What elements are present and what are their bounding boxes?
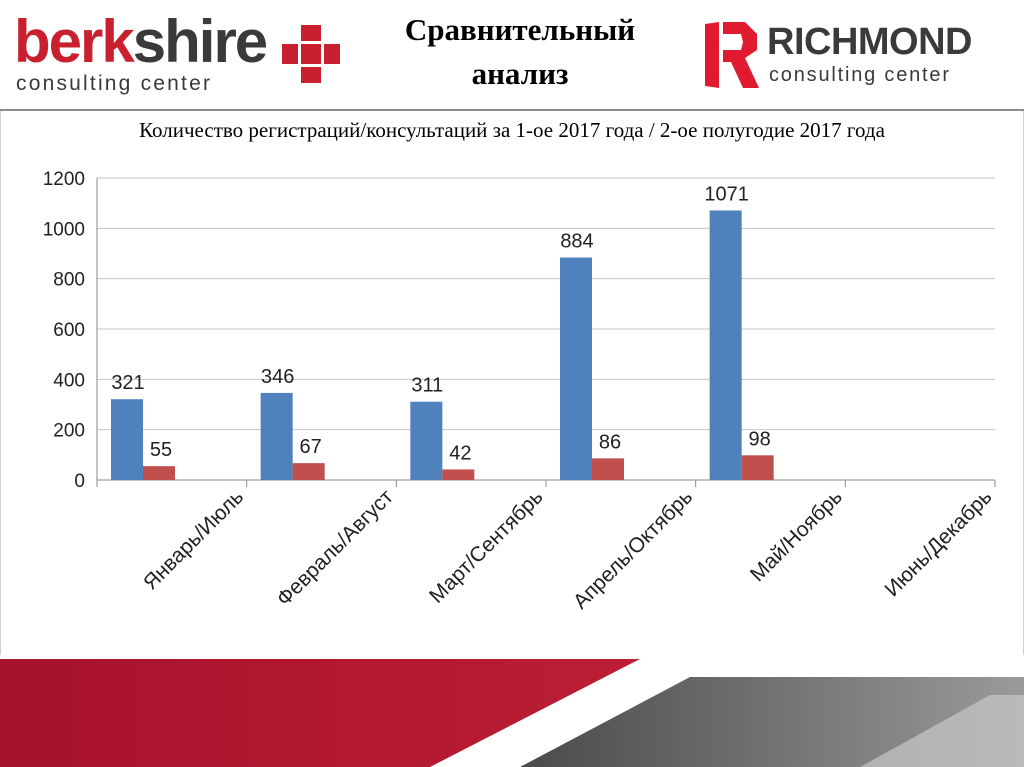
richmond-logo-name: RICHMOND	[767, 21, 972, 63]
x-tick-label: Февраль/Август	[272, 485, 398, 611]
medical-cross-icon	[282, 25, 340, 83]
richmond-logo-subtitle: consulting center	[769, 64, 951, 86]
slide-header: berkshire consulting center Сравнительны…	[0, 0, 1024, 110]
data-label: 346	[261, 366, 294, 388]
bar	[592, 458, 624, 480]
footer-decoration	[0, 655, 1024, 767]
data-label: 884	[560, 231, 593, 253]
header-divider	[0, 109, 1024, 111]
bar	[442, 469, 475, 480]
logo-word-part-red: berk	[14, 8, 135, 75]
bar	[143, 466, 175, 480]
bar	[410, 401, 443, 480]
slide-title: Сравнительный анализ	[404, 12, 636, 91]
data-label: 55	[150, 439, 172, 461]
data-label: 1071	[704, 183, 749, 205]
x-tick-label: Январь/Июль	[139, 485, 248, 594]
bar	[111, 399, 143, 480]
y-tick-label: 1200	[43, 169, 85, 190]
bar	[741, 455, 774, 480]
x-tick-label: Апрель/Октябрь	[569, 485, 697, 613]
chart-title: Количество регистраций/консультаций за 1…	[139, 118, 885, 142]
richmond-r-mark-icon	[705, 22, 759, 88]
data-label: 321	[111, 372, 144, 394]
y-tick-label: 200	[53, 421, 85, 442]
data-label: 42	[449, 442, 471, 464]
bar	[709, 210, 742, 480]
berkshire-logo-subtitle: consulting center	[16, 72, 213, 95]
data-label: 311	[411, 375, 443, 397]
y-tick-label: 400	[53, 370, 85, 391]
bar	[260, 392, 293, 480]
bar	[560, 257, 592, 480]
data-label: 67	[300, 436, 322, 458]
x-tick-label: Июнь/Декабрь	[881, 485, 997, 601]
logo-word-part-dark: shire	[132, 8, 268, 75]
y-tick-label: 800	[53, 270, 85, 291]
x-tick-label: Март/Сентябрь	[425, 485, 547, 607]
x-tick-label: Май/Ноябрь	[746, 485, 847, 586]
data-label: 98	[749, 428, 771, 450]
y-tick-label: 0	[74, 471, 85, 492]
berkshire-logo-wordmark: berkshire	[14, 12, 268, 72]
bar	[292, 463, 325, 480]
berkshire-logo: berkshire consulting center	[14, 12, 344, 95]
richmond-logo: RICHMOND consulting center	[705, 21, 1017, 92]
y-tick-label: 600	[53, 320, 85, 341]
y-tick-label: 1000	[43, 219, 85, 240]
data-label: 86	[599, 431, 621, 453]
